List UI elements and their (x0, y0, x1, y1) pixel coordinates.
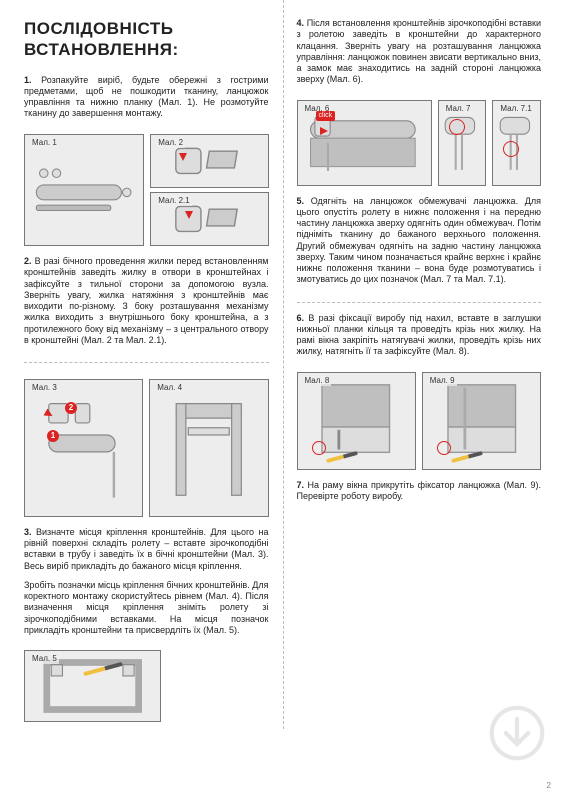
figure-3: Мал. 3 1 2 (24, 379, 143, 517)
arrow-icon (185, 211, 193, 219)
figure-3-label: Мал. 3 (30, 383, 59, 393)
figure-1-label: Мал. 1 (30, 138, 59, 148)
step-4: 4. Після встановлення кронштейнів зірочк… (297, 18, 542, 86)
fig-row-6-7: Мал. 6 click Мал. 7 (297, 100, 542, 186)
arrow-icon (179, 153, 187, 161)
click-badge: click (316, 111, 336, 122)
step-3-num: 3. (24, 527, 32, 537)
figure-7: Мал. 7 (438, 100, 487, 186)
figure-1: Мал. 1 (24, 134, 144, 247)
step-3b: Зробіть позначки місць кріплення бічних … (24, 580, 269, 636)
step-7-num: 7. (297, 480, 305, 490)
step-3b-text: Зробіть позначки місць кріплення бічних … (24, 580, 269, 635)
watermark-icon (489, 705, 545, 761)
step-7-text: На раму вікна прикрутіть фіксатор ланцюж… (297, 480, 542, 501)
figure-2-1-label: Мал. 2.1 (156, 196, 191, 206)
step-6-text: В разі фіксації виробу під нахил, вставт… (297, 313, 542, 357)
figure-5: Мал. 5 (24, 650, 161, 722)
step-3a: 3. Визначте місця кріплення кронштейнів.… (24, 527, 269, 572)
step-1-text: Розпакуйте виріб, будьте обережні з гост… (24, 75, 269, 119)
left-column: ПОСЛІДОВНІСТЬ ВСТАНОВЛЕННЯ: 1. Розпакуйт… (24, 18, 283, 787)
figure-1-art (31, 146, 137, 235)
figure-7-label: Мал. 7 (444, 104, 473, 114)
page: ПОСЛІДОВНІСТЬ ВСТАНОВЛЕННЯ: 1. Розпакуйт… (0, 0, 565, 799)
step-4-text: Після встановлення кронштейнів зірочкопо… (297, 18, 542, 84)
figure-9-label: Мал. 9 (428, 376, 457, 386)
page-title: ПОСЛІДОВНІСТЬ ВСТАНОВЛЕННЯ: (24, 18, 269, 61)
circle-icon (449, 119, 465, 135)
step-6-num: 6. (297, 313, 305, 323)
figure-6: Мал. 6 click (297, 100, 432, 186)
figure-7-art (441, 109, 483, 176)
step-2: 2. В разі бічного проведення жилки перед… (24, 256, 269, 346)
step-5-text: Одягніть на ланцюжок обмежувачі ланцюжка… (297, 196, 542, 285)
figure-7-1-label: Мал. 7.1 (498, 104, 533, 114)
figure-8-label: Мал. 8 (303, 376, 332, 386)
fig-row-8-9: Мал. 8 Мал. 9 (297, 372, 542, 471)
circle-icon (437, 441, 451, 455)
figure-9: Мал. 9 (422, 372, 541, 471)
step-1: 1. Розпакуйте виріб, будьте обережні з г… (24, 75, 269, 120)
step-3a-text: Визначте місця кріплення кронштейнів. Дл… (24, 527, 269, 571)
figure-2-label: Мал. 2 (156, 138, 185, 148)
figure-5-art (32, 658, 153, 714)
vertical-divider (283, 0, 284, 729)
page-number: 2 (547, 781, 551, 791)
figure-4-art (156, 394, 262, 503)
figure-7-1: Мал. 7.1 (492, 100, 541, 186)
fig-row-5: Мал. 5 (24, 650, 269, 722)
right-column: 4. Після встановлення кронштейнів зірочк… (283, 18, 542, 787)
step-4-num: 4. (297, 18, 305, 28)
step-6: 6. В разі фіксації виробу під нахил, вст… (297, 313, 542, 358)
step-1-num: 1. (24, 75, 32, 85)
figure-2: Мал. 2 (150, 134, 268, 188)
h-divider-left (24, 362, 269, 363)
figure-2-1: Мал. 2.1 (150, 192, 268, 246)
figure-4: Мал. 4 (149, 379, 268, 517)
step-7: 7. На раму вікна прикрутіть фіксатор лан… (297, 480, 542, 503)
h-divider-right (297, 302, 542, 303)
fig-row-3-4: Мал. 3 1 2 Мал. 4 (24, 379, 269, 517)
circle-icon (503, 141, 519, 157)
step-5: 5. Одягніть на ланцюжок обмежувачі ланцю… (297, 196, 542, 286)
circle-icon (312, 441, 326, 455)
step-2-num: 2. (24, 256, 32, 266)
arrow-icon (320, 127, 328, 135)
figure-8: Мал. 8 (297, 372, 416, 471)
figure-4-label: Мал. 4 (155, 383, 184, 393)
fig-row-1-2: Мал. 1 Мал. 2 (24, 134, 269, 247)
step-5-num: 5. (297, 196, 305, 206)
step-2-text: В разі бічного проведення жилки перед вс… (24, 256, 269, 345)
figure-5-label: Мал. 5 (30, 654, 59, 664)
